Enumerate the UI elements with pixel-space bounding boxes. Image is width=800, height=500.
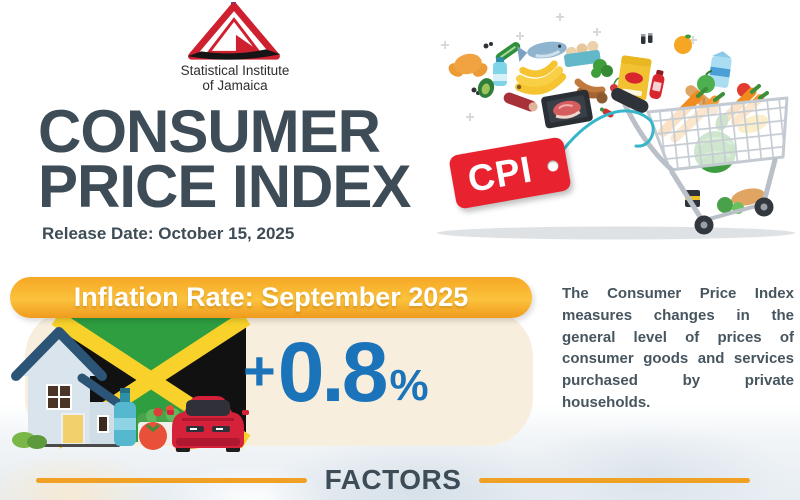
water-bottle-large-icon	[114, 388, 136, 446]
logo-org-line1: Statistical Institute	[180, 63, 290, 78]
berries-icon	[471, 42, 493, 95]
tag-string	[556, 109, 655, 159]
bananas-icon	[515, 60, 567, 95]
release-date: Release Date: October 15, 2025	[42, 224, 295, 243]
cpi-tag-label: CPI	[464, 148, 536, 201]
cucumber-icon	[495, 42, 521, 62]
broccoli-icon	[591, 59, 613, 78]
title-line1: CONSUMER	[38, 98, 381, 165]
cpi-description: The Consumer Price Index measures change…	[562, 285, 794, 411]
car-icon	[167, 396, 249, 452]
factors-left-rule	[36, 477, 307, 483]
milk-carton-icon	[708, 51, 732, 88]
groceries-cart-illustration	[437, 13, 795, 240]
statin-logo	[187, 2, 281, 60]
logo-inner-triangle	[205, 17, 263, 54]
orange-icon	[674, 34, 692, 54]
cart-handle	[611, 88, 649, 113]
spice-shakers-icon	[641, 33, 653, 44]
title-line2: PRICE INDEX	[38, 153, 411, 220]
rate-unit: %	[389, 361, 429, 410]
logo-wordmark: Statistical Institute of Jamaica	[150, 63, 320, 93]
factors-heading: FACTORS	[324, 464, 462, 495]
bread-icon	[731, 188, 765, 206]
logo-org-line2: of Jamaica	[202, 77, 268, 93]
greens-icon	[717, 197, 733, 213]
egg-carton-icon	[564, 40, 601, 68]
house-icon	[11, 327, 127, 447]
factors-section: FACTORS	[36, 464, 750, 496]
fish-icon	[517, 41, 567, 62]
meatball-icon	[596, 92, 608, 104]
avocado-icon	[477, 78, 495, 98]
apple-icon	[697, 70, 715, 93]
rate-value: 0.8	[277, 325, 389, 419]
rate-sign: +	[243, 339, 276, 402]
steak-tray-icon	[541, 89, 593, 129]
ketchup-bottle-icon	[649, 69, 665, 100]
tag-hole	[546, 159, 560, 172]
inflation-banner: Inflation Rate: September 2025	[10, 277, 532, 318]
shopping-cart-icon	[611, 88, 789, 235]
cart-shadow	[437, 226, 795, 240]
household-scene-illustration	[11, 311, 251, 452]
factors-right-rule	[479, 477, 750, 483]
bush-icon	[12, 432, 47, 449]
cereal-box-icon	[616, 55, 652, 101]
page-title: CONSUMER PRICE INDEX	[38, 98, 411, 220]
water-bottle-icon	[493, 57, 507, 86]
inflation-rate: + 0.8 %	[243, 330, 429, 414]
salami-icon	[503, 92, 538, 112]
tomato-large-icon	[139, 422, 167, 450]
logo-base	[187, 49, 281, 60]
logo-outer-triangle	[188, 2, 280, 60]
croissant-icon	[448, 53, 488, 77]
